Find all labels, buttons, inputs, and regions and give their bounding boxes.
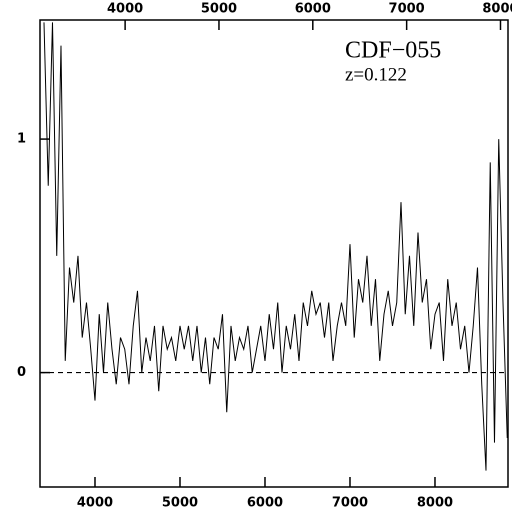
annotation-name: CDF−055 bbox=[345, 38, 441, 64]
x-tick-label: 5000 bbox=[162, 496, 198, 511]
spectrum-line bbox=[43, 22, 508, 471]
x2-tick-label: 8000 bbox=[482, 2, 512, 17]
annotation-redshift: z=0.122 bbox=[345, 64, 407, 85]
y-tick-label: 1 bbox=[17, 132, 26, 147]
x-tick-label: 6000 bbox=[247, 496, 283, 511]
y-tick-label: 0 bbox=[17, 365, 26, 380]
x-tick-label: 7000 bbox=[332, 496, 368, 511]
x2-tick-label: 7000 bbox=[389, 2, 425, 17]
x-tick-label: 8000 bbox=[417, 496, 453, 511]
x2-tick-label: 5000 bbox=[201, 2, 237, 17]
x2-tick-label: 6000 bbox=[295, 2, 331, 17]
plot-frame bbox=[39, 19, 509, 488]
x-tick-label: 4000 bbox=[77, 496, 113, 511]
x2-tick-label: 4000 bbox=[107, 2, 143, 17]
